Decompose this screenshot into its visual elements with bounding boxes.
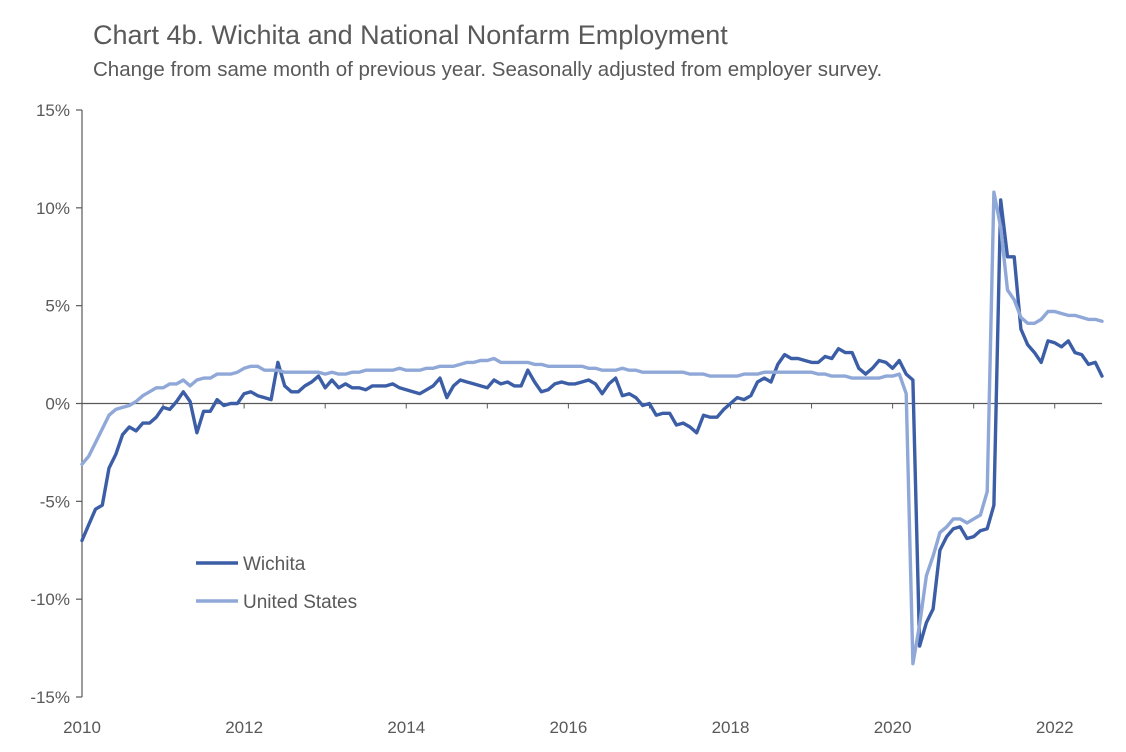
y-tick-label: -15% — [30, 688, 70, 707]
x-tick-label: 2022 — [1036, 718, 1074, 737]
x-tick-label: 2016 — [549, 718, 587, 737]
series-line-wichita — [80, 198, 1104, 648]
y-tick-label: 10% — [36, 199, 70, 218]
chart-subtitle: Change from same month of previous year.… — [93, 58, 883, 81]
series-line-united-states — [80, 190, 1104, 666]
x-tick-label: 2014 — [387, 718, 425, 737]
chart-title: Chart 4b. Wichita and National Nonfarm E… — [93, 20, 728, 50]
legend-label-wichita: Wichita — [243, 554, 306, 575]
x-tick-label: 2012 — [225, 718, 263, 737]
y-tick-label: 0% — [45, 395, 70, 414]
y-tick-label: 15% — [36, 101, 70, 120]
axes: 15% 10% 5% 0% -5% -10% -15% 2010 2012 2014 2016 201… — [30, 101, 1102, 737]
y-tick-label: -5% — [40, 492, 70, 511]
x-tick-label: 2010 — [63, 718, 101, 737]
x-tick-label: 2020 — [874, 718, 912, 737]
series-group — [80, 190, 1104, 666]
x-tick-label: 2018 — [712, 718, 750, 737]
legend: Wichita United States — [196, 554, 357, 613]
y-tick-label: -10% — [30, 590, 70, 609]
y-tick-label: 5% — [45, 297, 70, 316]
legend-label-united-states: United States — [243, 592, 357, 613]
